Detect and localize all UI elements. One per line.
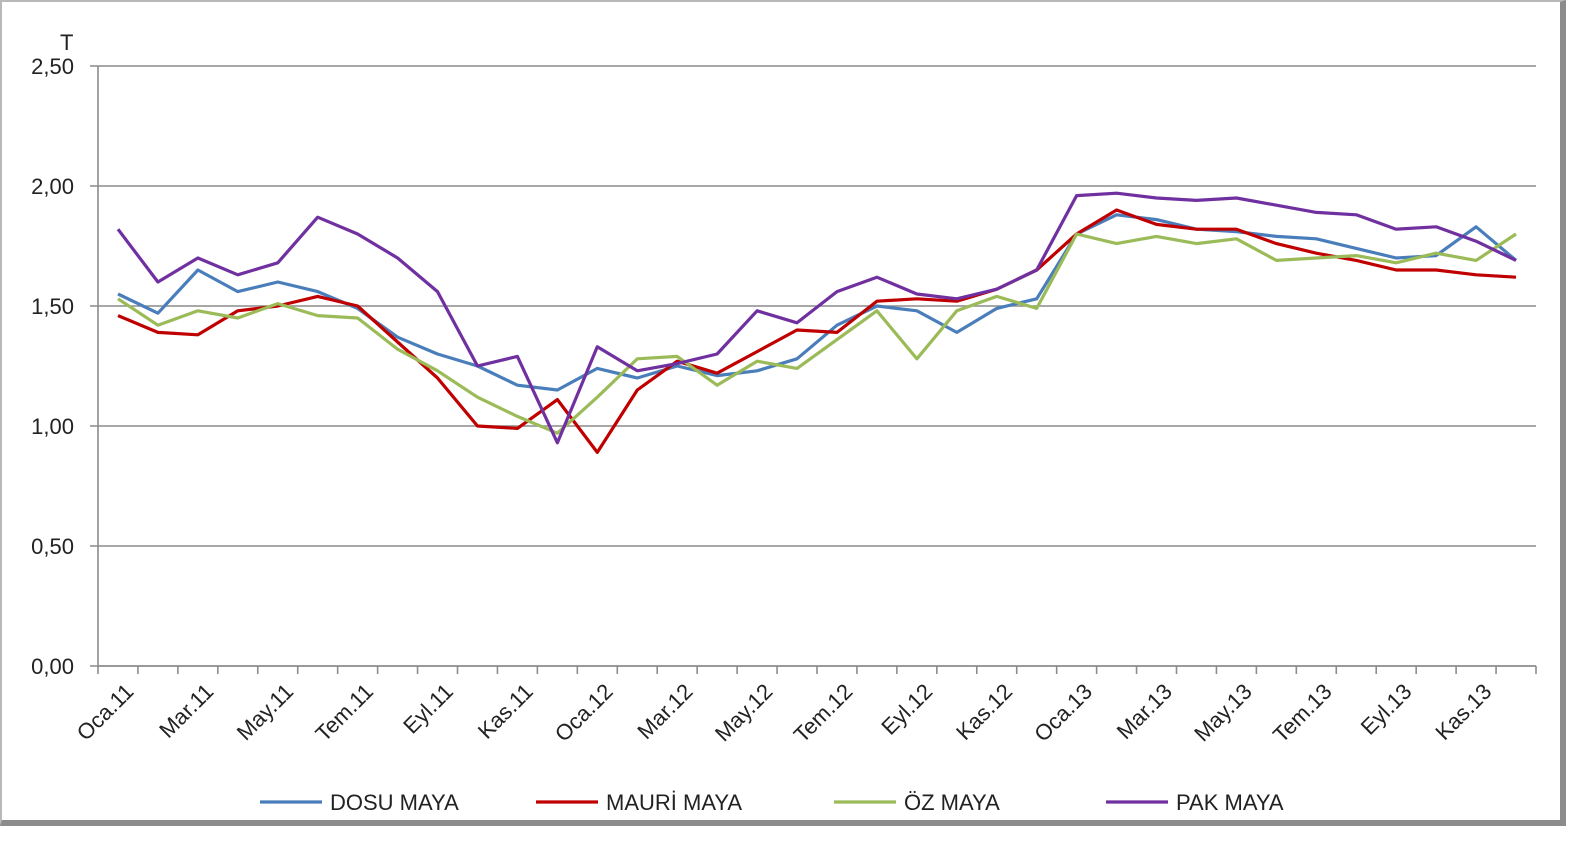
legend-item: DOSU MAYA [260,790,459,815]
series-line-1 [117,213,1518,392]
x-tick-label: May.13 [1189,679,1257,747]
y-tick-label: 0,00 [31,654,74,679]
series-line-3 [117,232,1517,435]
legend-item: PAK MAYA [1106,790,1284,815]
gridlines [90,65,1536,667]
legend-label: DOSU MAYA [330,790,459,815]
x-tick-label: May.12 [710,679,778,747]
legend-item: MAURİ MAYA [536,790,742,815]
x-tick-label: Oca.11 [72,679,139,746]
y-tick-label: 1,00 [31,414,74,439]
legend-label: PAK MAYA [1176,790,1284,815]
x-tick-label: Oca.12 [550,679,618,747]
legend: DOSU MAYA MAURİ MAYA ÖZ MAYA PAK MAYA [260,790,1284,815]
x-tick-label: Eyl.11 [398,679,458,739]
x-tick-label: Mar.13 [1112,679,1177,744]
x-tick-label: Kas.11 [473,679,538,744]
y-tick-label: 2,00 [31,174,74,199]
line-chart: 0,000,501,001,502,002,50 Oca.11 Mar.11 May… [31,30,1537,815]
legend-item: ÖZ MAYA [834,790,1000,815]
series-lines [116,191,1518,454]
x-tick-label: Mar.12 [632,679,697,744]
x-tick-label: Kas.13 [1430,679,1496,745]
x-tick-label: Eyl.13 [1356,679,1417,740]
x-tick-label: Oca.13 [1029,679,1097,747]
y-unit-label: T [60,30,73,55]
y-tick-label: 1,50 [31,294,74,319]
x-tick-label: Tem.13 [1268,679,1337,748]
legend-label: MAURİ MAYA [606,790,742,815]
x-tick-label: Tem.12 [789,679,858,748]
x-tick-label: Mar.11 [154,679,218,743]
y-tick-label: 2,50 [31,54,74,79]
x-axis: Oca.11 Mar.11 May.11 Tem.11 Eyl.11 Kas.11 Oca.… [72,665,1537,748]
y-axis: 0,00 0,50 1,00 1,50 2,00 2,50 [31,54,99,679]
legend-label: ÖZ MAYA [904,790,1000,815]
chart-frame: 0,00 0,50 1,00 1,50 2,00 2,50 Oca.11 Mar.11 May… [0,0,1566,826]
x-tick-label: May.11 [232,679,298,745]
y-tick-label: 0,50 [31,534,74,559]
x-tick-label: Kas.12 [951,679,1017,745]
x-tick-label: Eyl.12 [876,679,937,740]
x-tick-label: Tem.11 [311,679,379,747]
series-line-2 [117,208,1517,454]
series-line-4 [116,191,1517,445]
